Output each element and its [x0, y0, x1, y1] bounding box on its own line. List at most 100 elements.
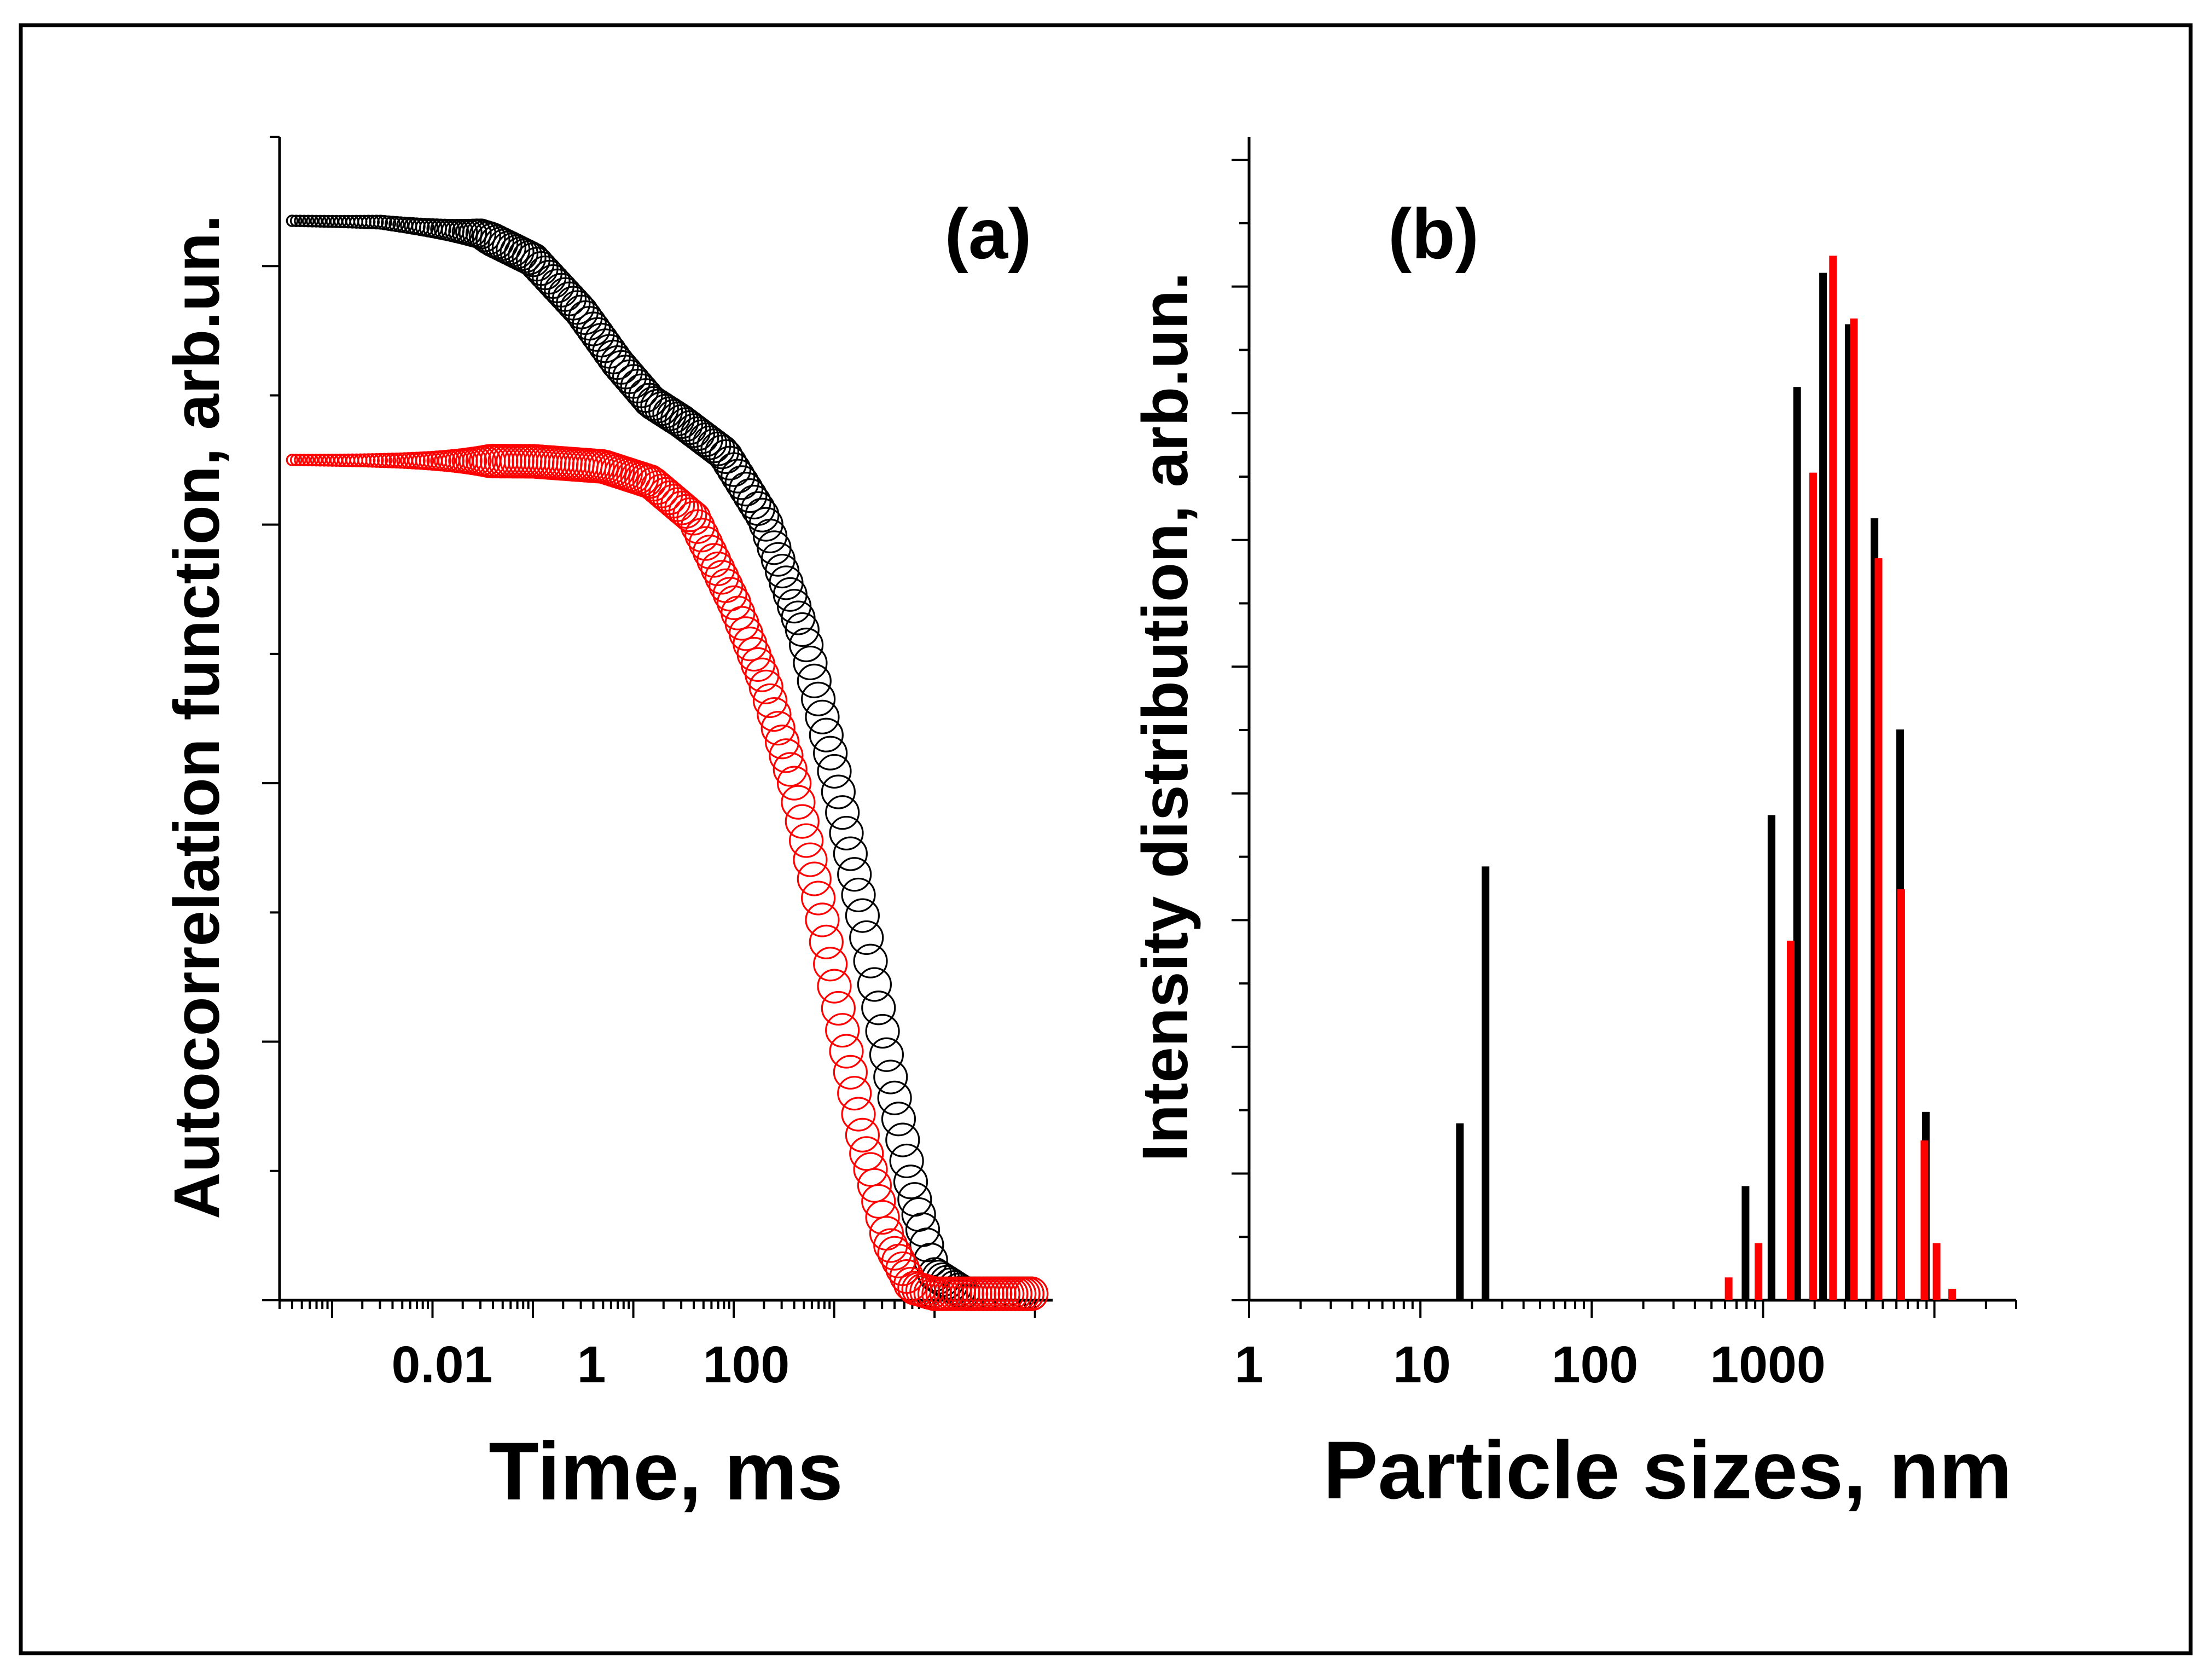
panel-a-point-black: [468, 219, 501, 252]
panel-a-marks: [286, 215, 1049, 1311]
panel-b-x-tick-label: 100: [1552, 1336, 1639, 1394]
panel-a-point-black: [869, 1037, 904, 1072]
panel-a-point-red: [773, 752, 808, 787]
panel-a-point-red: [881, 1243, 916, 1278]
panel-b-bar-black: [1456, 1123, 1464, 1300]
panel-a-point-red: [672, 497, 707, 532]
panel-a-point-red: [752, 683, 788, 719]
panel-a-x-tick-label: 1: [577, 1336, 606, 1394]
panel-a-point-red: [789, 823, 824, 858]
panel-a-point-red: [825, 1013, 860, 1048]
panel-b-series-red: [1725, 256, 1956, 1300]
panel-a-point-black: [313, 215, 327, 228]
panel-a-point-black: [286, 215, 299, 227]
panel-b-bar-red: [1932, 1243, 1941, 1300]
panel-a-point-red: [676, 501, 711, 536]
panel-a-point-black: [721, 459, 756, 494]
panel-a-point-red: [376, 453, 392, 468]
panel-a-point-black: [829, 815, 864, 851]
panel-a-point-red: [286, 454, 299, 466]
panel-a-point-black: [789, 627, 824, 663]
panel-a-point-black: [861, 991, 896, 1026]
panel-a-point-red: [865, 1200, 900, 1235]
panel-a-label: (a): [945, 194, 1032, 274]
panel-a-point-red: [837, 1076, 872, 1111]
panel-a-point-red: [781, 785, 816, 820]
panel-a-point-red: [873, 1228, 908, 1263]
panel-a-point-black: [909, 1227, 944, 1262]
panel-a-point-black: [885, 1122, 920, 1157]
panel-a-point-red: [692, 534, 728, 570]
panel-b-bar-black: [1741, 1186, 1750, 1300]
panel-a-point-black: [865, 1013, 900, 1049]
panel-a-point-red: [776, 766, 812, 801]
panel-a-point-red: [845, 1117, 880, 1152]
panel-a-point-red: [785, 804, 820, 839]
panel-a-point-black: [881, 1102, 916, 1137]
panel-a-point-red: [805, 902, 840, 937]
panel-a-point-black: [889, 1143, 924, 1179]
panel-a-point-black: [797, 663, 832, 698]
panel-a-point-black: [704, 435, 740, 470]
panel-a-point-black: [841, 877, 876, 913]
panel-a-point-black: [837, 857, 872, 892]
panel-a-point-red: [769, 738, 804, 773]
panel-b-bar-black: [1767, 815, 1775, 1300]
panel-a-point-red: [797, 861, 832, 896]
panel-a-point-red: [385, 453, 400, 468]
panel-a-point-red: [373, 453, 388, 468]
panel-a-point-red: [704, 560, 740, 595]
panel-a-point-black: [853, 943, 888, 978]
panel-a-point-black: [857, 967, 892, 1002]
panel-a-x-axis-title: Time, ms: [489, 1425, 843, 1517]
panel-a-x-tick-label: 100: [703, 1336, 790, 1394]
panel-a-point-red: [306, 454, 319, 467]
panel-a-point-red: [700, 551, 735, 587]
panel-a-point-black: [833, 836, 868, 871]
panel-a-point-red: [841, 1097, 876, 1132]
panel-b-bar-red: [1874, 558, 1883, 1300]
panel-a-point-red: [301, 454, 315, 467]
panel-b-bar-red: [1786, 940, 1795, 1300]
panel-a-point-black: [805, 699, 840, 734]
panel-a-point-red: [369, 453, 384, 468]
panel-b-bar-red: [1755, 1243, 1763, 1300]
panel-a-point-black: [465, 218, 497, 250]
panel-a-point-black: [716, 452, 752, 487]
panel-b-x-tick-label: 1: [1235, 1336, 1264, 1394]
panel-a-point-red: [853, 1152, 888, 1187]
panel-b-bar-red: [1809, 472, 1817, 1300]
panel-a-point-red: [861, 1184, 896, 1219]
panel-b-x-tick-label: 10: [1393, 1336, 1451, 1394]
panel-a-point-black: [817, 754, 852, 789]
panel-b-bar-red: [1920, 1140, 1929, 1300]
panel-a-point-black: [813, 735, 848, 771]
panel-a-point-red: [821, 991, 856, 1026]
panel-a-point-red: [857, 1168, 892, 1203]
panel-a-point-red: [801, 881, 836, 916]
panel-a-point-red: [829, 1034, 864, 1069]
panel-a-point-red: [365, 453, 380, 468]
panel-b: 1 10 100 1000 Particle sizes, nm Intensi…: [1129, 137, 2017, 1516]
panel-b-ticks: [1232, 159, 2017, 1318]
figure-frame: [19, 23, 2193, 1655]
panel-a-point-black: [310, 215, 323, 228]
panel-b-bar-red: [1850, 318, 1858, 1300]
panel-a-point-red: [817, 969, 852, 1004]
panel-a-point-red: [757, 697, 792, 732]
panel-b-bar-red: [1897, 889, 1905, 1300]
panel-b-bar-black: [1482, 866, 1490, 1300]
panel-a-point-black: [745, 497, 780, 532]
panel-b-bar-red: [1829, 256, 1837, 1300]
panel-a-point-red: [849, 1136, 884, 1171]
panel-a-point-red: [298, 454, 311, 467]
panel-a-point-black: [821, 774, 856, 809]
panel-a-point-black: [736, 484, 771, 520]
panel-a-point-red: [712, 577, 747, 612]
panel-a-point-red: [289, 454, 303, 466]
panel-a-point-red: [310, 454, 323, 467]
panel-a-point-black: [298, 215, 311, 228]
panel-a-point-black: [294, 215, 306, 228]
panel-a-point-black: [301, 215, 315, 228]
